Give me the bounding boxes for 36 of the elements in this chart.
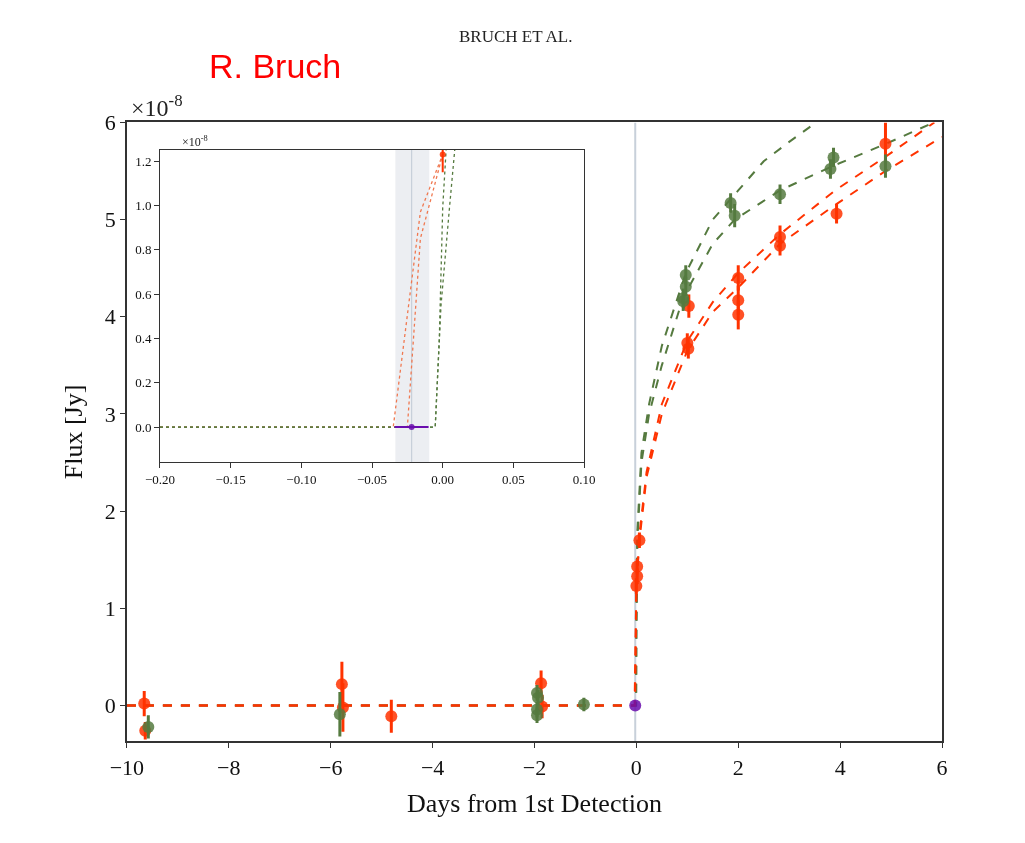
x-tick-label: 0 xyxy=(630,754,642,780)
x-tick-label: 2 xyxy=(732,754,744,780)
y-tick-label: 0.6 xyxy=(135,286,152,302)
x-axis-title: Days from 1st Detection xyxy=(407,788,662,818)
y-tick-label: 0.4 xyxy=(135,330,152,346)
x-tick-label: 0.05 xyxy=(502,472,525,488)
x-tick-label: 6 xyxy=(936,754,948,780)
text: R. Bruch xyxy=(209,47,342,85)
x-tick-label: 0.10 xyxy=(572,472,596,488)
y-tick-label: 4 xyxy=(104,304,116,330)
annotation: ×10$^{-8}$ xyxy=(182,134,208,150)
y-tick-label: 0.0 xyxy=(135,419,152,435)
x-tick-label: −8 xyxy=(217,754,241,780)
y-tick-label: 3 xyxy=(104,401,116,427)
y-axis-title: Flux [Jy] xyxy=(58,384,88,480)
x-tick-label: −6 xyxy=(318,754,343,780)
x-tick-label: −0.15 xyxy=(215,472,246,488)
x-tick-label: 0.00 xyxy=(431,472,455,488)
y-tick-label: 1.0 xyxy=(135,197,152,213)
y-tick-label: 0 xyxy=(104,693,116,719)
y-tick-label: 2 xyxy=(104,498,116,524)
text: ×10$^{-8}$ xyxy=(131,91,183,122)
y-tick-label: 5 xyxy=(104,207,116,233)
y-tick-label: 1 xyxy=(104,596,116,622)
y-tick-label: 6 xyxy=(104,110,116,136)
x-tick-label: 4 xyxy=(834,754,846,780)
x-tick-label: −0.20 xyxy=(144,472,176,488)
x-tick-label: −0.05 xyxy=(356,472,388,488)
chart-title: BRUCH ET AL. xyxy=(459,27,573,46)
x-tick-label: −4 xyxy=(420,754,445,780)
x-tick-label: −2 xyxy=(522,754,547,780)
x-tick-label: −0.10 xyxy=(286,472,317,488)
x-tick-label: −10 xyxy=(109,754,145,780)
y-tick-label: 0.8 xyxy=(135,242,152,258)
y-tick-label: 1.2 xyxy=(135,153,152,169)
y-tick-label: 0.2 xyxy=(135,375,152,391)
